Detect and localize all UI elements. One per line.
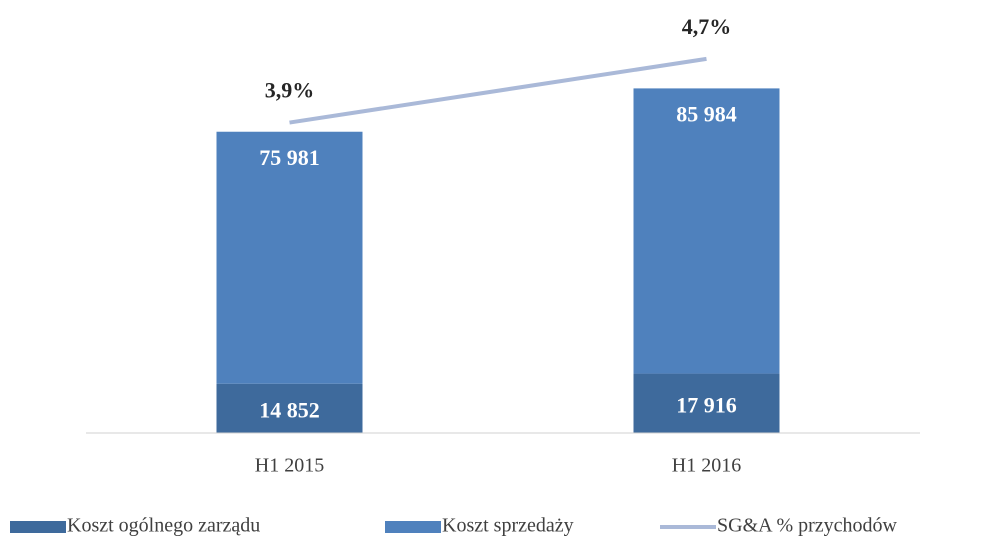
- data-label: 3,9%: [265, 78, 315, 103]
- legend-swatch: [10, 521, 66, 533]
- legend-label: Koszt sprzedaży: [442, 515, 574, 537]
- bar-segment: [216, 131, 363, 384]
- bar-segment: [633, 88, 780, 374]
- x-tick-label: H1 2016: [672, 455, 741, 477]
- legend-label: SG&A % przychodów: [717, 515, 898, 537]
- data-label: 85 984: [676, 101, 737, 126]
- data-label: 75 981: [259, 145, 320, 170]
- legend-swatch: [385, 521, 441, 533]
- bar-segment: [633, 373, 780, 433]
- data-label: 14 852: [259, 397, 320, 422]
- line: [289, 56, 707, 125]
- bar-segment: [216, 383, 363, 433]
- data-label: 4,7%: [682, 14, 732, 39]
- legend-label: Koszt ogólnego zarządu: [67, 515, 260, 537]
- x-tick-label: H1 2015: [255, 455, 324, 477]
- data-label: 17 916: [676, 392, 737, 417]
